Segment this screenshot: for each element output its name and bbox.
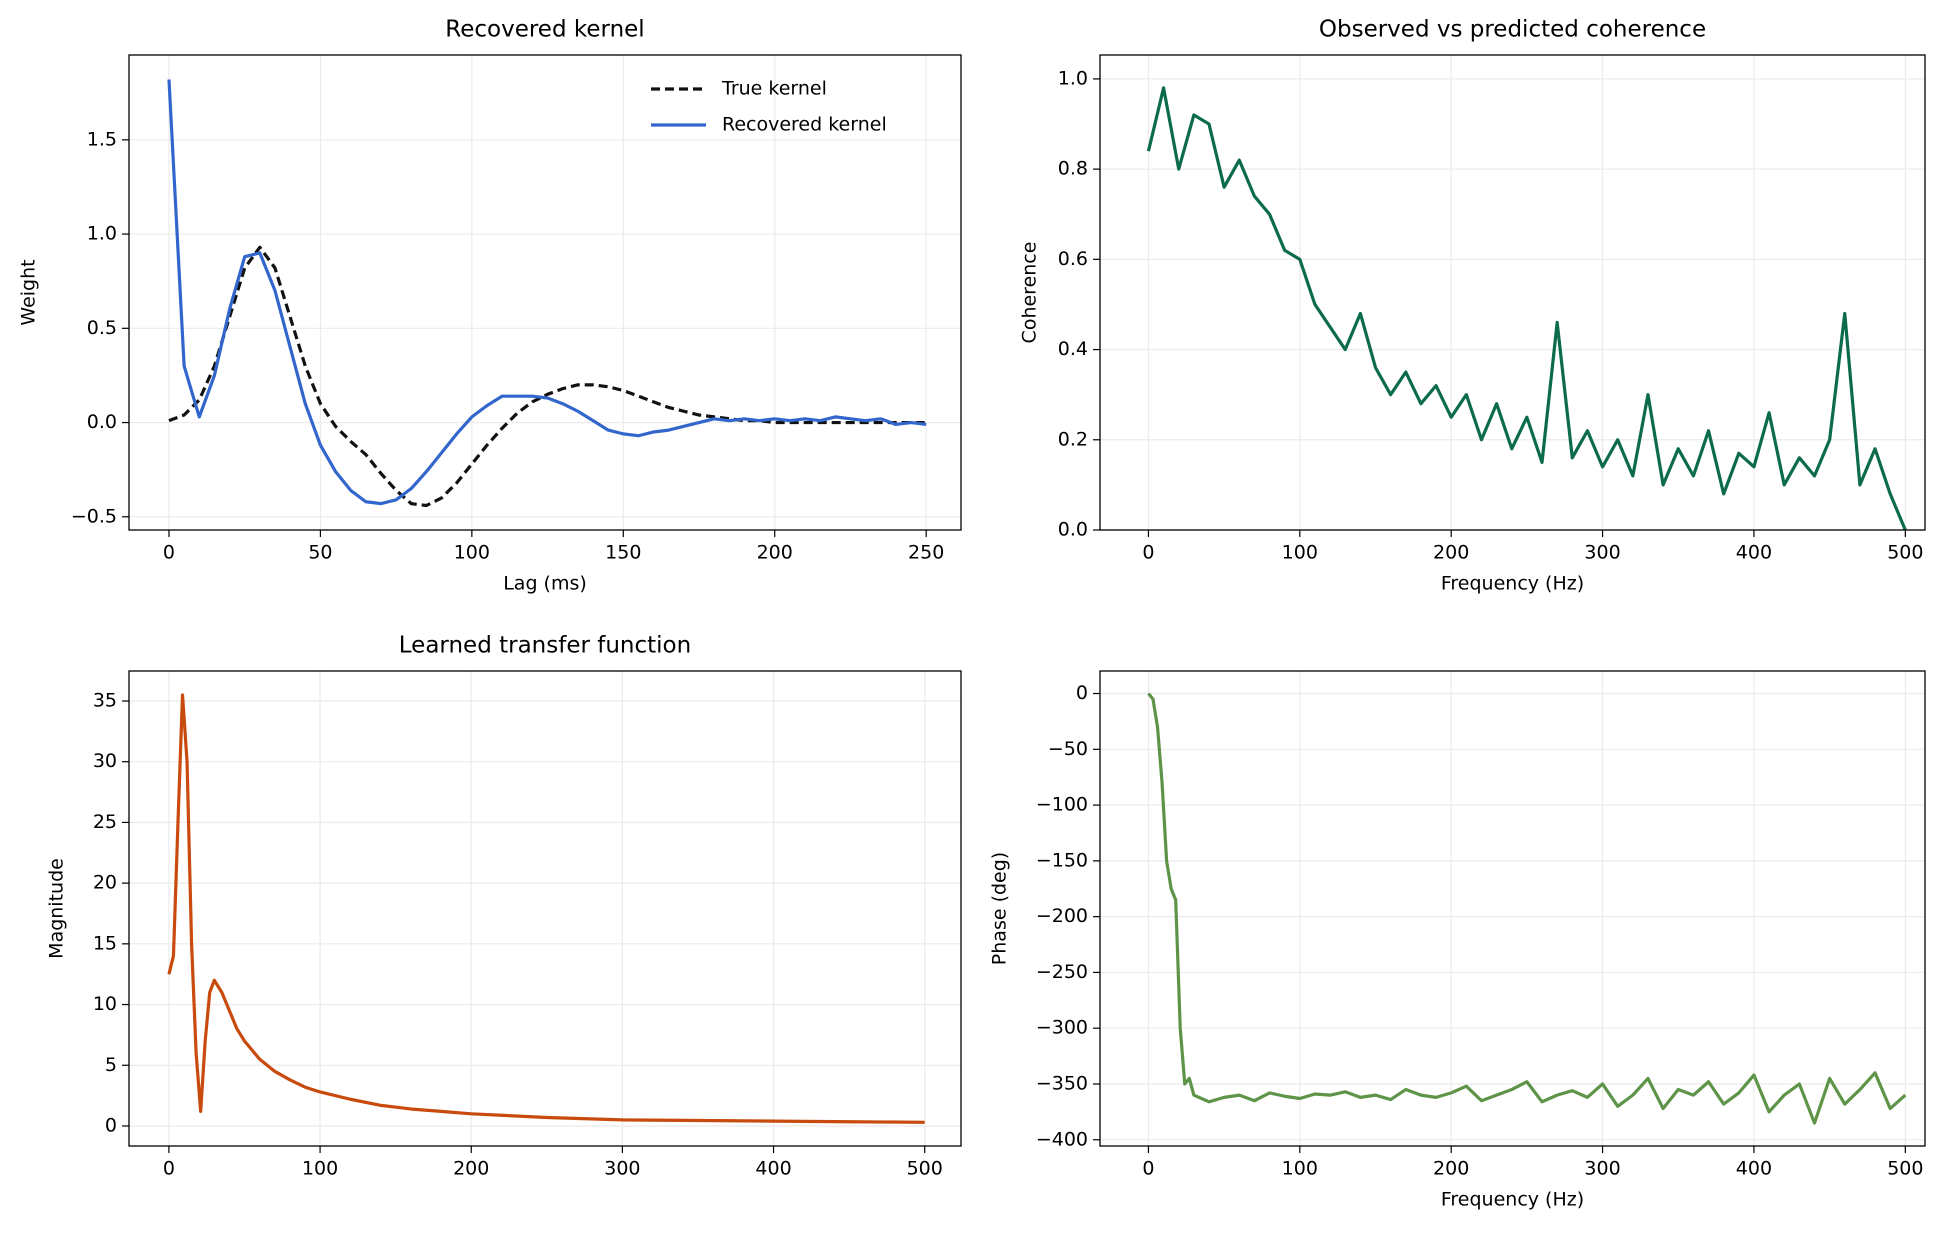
y-tick-label: 0.0	[1058, 519, 1088, 541]
legend-label: True kernel	[721, 78, 827, 100]
y-tick-label: −0.5	[71, 505, 117, 527]
y-tick-label: 1.0	[1058, 67, 1088, 89]
chart-title: Recovered kernel	[445, 17, 644, 43]
data-line	[1147, 692, 1907, 1125]
x-tick-label: 500	[1887, 1158, 1923, 1180]
axes-frame	[1099, 670, 1926, 1147]
x-tick-label: 400	[755, 1158, 791, 1180]
x-tick-label: 300	[1584, 1158, 1620, 1180]
x-tick-label: 100	[454, 542, 490, 564]
y-tick-label: −50	[1048, 738, 1088, 760]
chart: 0 100 200 300 400 500 0 −50 −100 −150 −200 −250 −300…	[989, 670, 1926, 1211]
x-tick-label: 200	[1433, 542, 1469, 564]
chart: 0 100 200 300 400 500 0 5 10 15 20 25 30 35 Learned tr…	[46, 633, 962, 1180]
x-tick-label: 100	[1282, 542, 1318, 564]
y-tick-label: 0.5	[87, 317, 117, 339]
x-tick-label: 50	[308, 542, 332, 564]
y-axis-label: Weight	[18, 259, 40, 325]
y-tick-label: 0.8	[1058, 158, 1088, 180]
chart: 0 50 100 150 200 250 −0.5 0.0 0.5 1.0 1.5 Recovered…	[18, 17, 962, 595]
x-tick-label: 400	[1736, 1158, 1772, 1180]
x-tick-label: 500	[1887, 542, 1923, 564]
data-line	[167, 693, 925, 1124]
x-tick-label: 200	[1433, 1158, 1469, 1180]
x-tick-label: 0	[163, 1158, 175, 1180]
y-tick-label: 5	[105, 1054, 117, 1076]
x-axis-label: Lag (ms)	[503, 573, 587, 595]
y-tick-label: 25	[93, 811, 117, 833]
x-tick-label: 300	[1584, 542, 1620, 564]
y-tick-label: −200	[1036, 905, 1088, 927]
data-line	[1146, 86, 1907, 530]
y-tick-label: 0	[1076, 682, 1088, 704]
x-axis-label: Frequency (Hz)	[1441, 573, 1584, 595]
axes-frame	[1099, 54, 1926, 531]
chart: 0 100 200 300 400 500 0.0 0.2 0.4 0.6 0.8 1.0 Observ…	[1019, 17, 1926, 595]
y-tick-label: 0	[105, 1114, 117, 1136]
x-tick-label: 200	[453, 1158, 489, 1180]
y-axis-label: Phase (deg)	[989, 852, 1011, 965]
y-tick-label: 0.6	[1058, 248, 1088, 270]
x-tick-label: 500	[907, 1158, 943, 1180]
y-tick-label: 0.0	[87, 411, 117, 433]
data-line	[167, 79, 927, 506]
y-tick-label: 1.0	[87, 223, 117, 245]
x-tick-label: 150	[605, 542, 641, 564]
x-tick-label: 0	[163, 542, 175, 564]
x-tick-label: 250	[908, 542, 944, 564]
x-tick-label: 0	[1142, 1158, 1154, 1180]
y-tick-label: 15	[93, 932, 117, 954]
y-axis-label: Magnitude	[46, 858, 68, 959]
x-axis-label: Frequency (Hz)	[1441, 1189, 1584, 1211]
y-tick-label: −400	[1036, 1128, 1088, 1150]
x-tick-label: 400	[1736, 542, 1772, 564]
y-tick-label: 30	[93, 750, 117, 772]
axes-frame	[128, 54, 962, 531]
y-tick-label: 20	[93, 872, 117, 894]
x-tick-label: 300	[604, 1158, 640, 1180]
x-tick-label: 100	[1282, 1158, 1318, 1180]
y-axis-label: Coherence	[1019, 242, 1041, 344]
y-tick-label: 0.2	[1058, 428, 1088, 450]
axes-frame	[128, 670, 962, 1147]
y-tick-label: 0.4	[1058, 338, 1088, 360]
x-tick-label: 0	[1142, 542, 1154, 564]
legend-label: Recovered kernel	[722, 114, 887, 136]
chart-title: Observed vs predicted coherence	[1319, 17, 1706, 43]
y-tick-label: −250	[1036, 961, 1088, 983]
x-tick-label: 200	[757, 542, 793, 564]
x-tick-label: 100	[302, 1158, 338, 1180]
y-tick-label: −350	[1036, 1072, 1088, 1094]
y-tick-label: 1.5	[87, 128, 117, 150]
y-tick-label: −150	[1036, 849, 1088, 871]
y-tick-label: 35	[93, 689, 117, 711]
y-tick-label: −300	[1036, 1017, 1088, 1039]
data-line	[168, 245, 927, 508]
y-tick-label: −100	[1036, 794, 1088, 816]
y-tick-label: 10	[93, 993, 117, 1015]
chart-title: Learned transfer function	[399, 633, 691, 659]
